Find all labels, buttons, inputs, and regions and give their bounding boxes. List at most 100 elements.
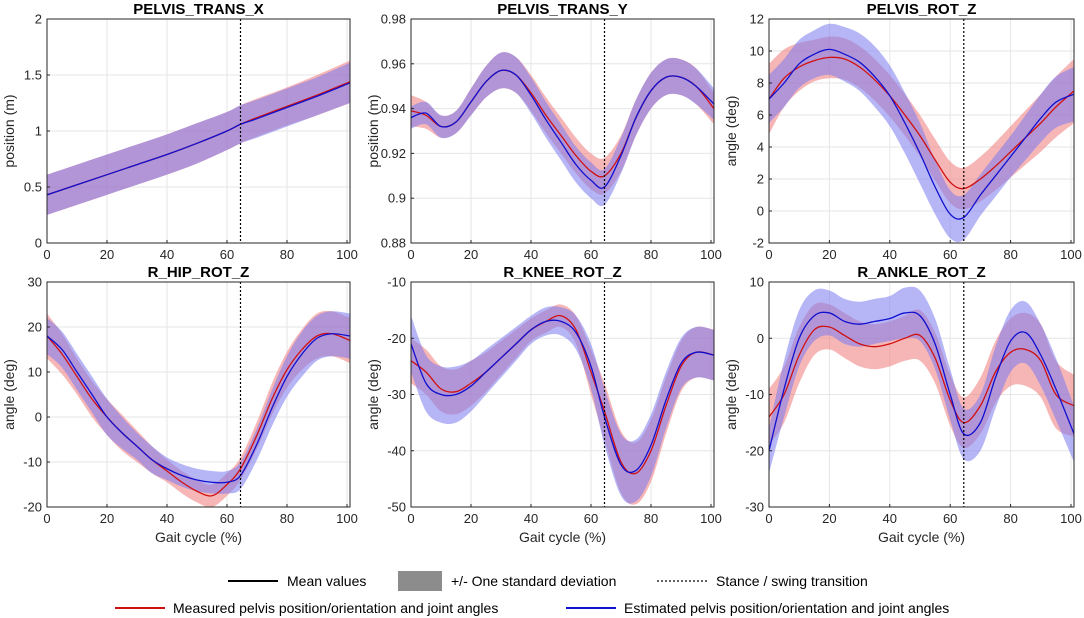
x-tick-label: 20 — [100, 247, 114, 262]
x-tick-label: 80 — [644, 511, 658, 526]
x-axis-label: Gait cycle (%) — [519, 529, 606, 545]
panel-title: R_ANKLE_ROT_Z — [857, 264, 985, 281]
y-tick-label: 0.5 — [24, 180, 42, 195]
axes-frame — [768, 18, 1075, 244]
x-tick-label: 80 — [644, 247, 658, 262]
x-axis-label: Gait cycle (%) — [878, 529, 965, 545]
estimated-mean-line — [411, 319, 714, 474]
y-axis-label: angle (deg) — [723, 359, 739, 430]
y-tick-label: -30 — [387, 387, 406, 402]
x-tick-label: 0 — [43, 247, 50, 262]
y-axis-label: angle (deg) — [723, 96, 739, 167]
plot-content — [769, 23, 1074, 243]
panel-pelvis-rot-z: 0 20 40 60 80 100-2024681012PELVIS_ROT_Zangle… — [723, 1, 1082, 262]
estimated-mean-line — [769, 311, 1074, 451]
legend-mean-label: Mean values — [287, 573, 366, 589]
x-tick-label: 100 — [700, 511, 722, 526]
x-tick-label: 60 — [220, 247, 234, 262]
y-axis-label: position (m) — [365, 94, 381, 167]
estimated-sd-band — [47, 311, 350, 494]
x-tick-label: 0 — [765, 511, 772, 526]
estimated-mean-line — [411, 69, 714, 189]
x-tick-label: 60 — [943, 247, 957, 262]
x-tick-label: 20 — [464, 247, 478, 262]
x-tick-label: 100 — [1060, 247, 1082, 262]
plot-content — [769, 286, 1074, 474]
x-tick-label: 60 — [584, 247, 598, 262]
x-tick-label: 80 — [1003, 511, 1017, 526]
y-tick-label: -20 — [387, 331, 406, 346]
x-tick-label: 0 — [765, 247, 772, 262]
y-tick-label: 0.92 — [381, 146, 406, 161]
y-tick-label: -20 — [23, 500, 42, 515]
legend: Mean values +/- One standard deviation S… — [115, 571, 949, 616]
x-tick-label: 100 — [336, 511, 358, 526]
panels: 0 20 40 60 80 10000.511.52PELVIS_TRANS_Xposit… — [1, 1, 1082, 545]
y-tick-label: 0 — [35, 410, 42, 425]
panel-title: PELVIS_TRANS_X — [133, 1, 264, 18]
estimated-mean-line — [769, 48, 1074, 220]
x-tick-label: 60 — [584, 511, 598, 526]
y-tick-label: 0 — [757, 331, 764, 346]
y-tick-label: -40 — [387, 443, 406, 458]
y-tick-label: -10 — [745, 387, 764, 402]
y-tick-label: -20 — [745, 443, 764, 458]
x-tick-label: 80 — [1003, 247, 1017, 262]
y-tick-label: 10 — [750, 275, 764, 290]
x-tick-label: 60 — [220, 511, 234, 526]
plot-content — [411, 304, 714, 505]
y-tick-label: -2 — [752, 236, 764, 251]
y-tick-label: 6 — [757, 108, 764, 123]
estimated-sd-band — [411, 306, 714, 504]
y-tick-label: 12 — [750, 12, 764, 27]
panel-r-ankle-rot-z: 0 20 40 60 80 100 -30 -20 -10 0 10 R_ANKLE_ROT_Zang… — [723, 264, 1082, 545]
legend-sd-swatch — [398, 571, 442, 591]
estimated-mean-line — [47, 333, 350, 484]
y-tick-label: -10 — [23, 455, 42, 470]
legend-sd-label: +/- One standard deviation — [451, 573, 616, 589]
panel-title: R_HIP_ROT_Z — [148, 264, 250, 281]
measured-mean-line — [769, 56, 1074, 190]
x-tick-label: 100 — [1060, 511, 1082, 526]
x-tick-label: 20 — [464, 511, 478, 526]
estimated-sd-band — [769, 23, 1074, 243]
y-tick-label: 0.94 — [381, 101, 406, 116]
measured-mean-line — [47, 332, 350, 497]
axes-frame — [46, 281, 351, 508]
y-tick-label: 0.98 — [381, 12, 406, 27]
y-tick-label: 0.88 — [381, 236, 406, 251]
panel-r-knee-rot-z: 0 20 40 60 80 100 -50 -40 -30 -20 -10 R_KNEE_ROT_Za… — [365, 264, 722, 545]
x-axis-label: Gait cycle (%) — [155, 529, 242, 545]
panel-title: R_KNEE_ROT_Z — [503, 264, 621, 281]
axes-frame — [410, 18, 715, 244]
y-tick-label: 10 — [28, 365, 42, 380]
x-tick-label: 40 — [524, 511, 538, 526]
y-tick-label: 10 — [750, 44, 764, 59]
legend-estimated-label: Estimated pelvis position/orientation an… — [624, 600, 949, 616]
x-tick-label: 40 — [160, 511, 174, 526]
plot-content — [47, 60, 350, 216]
legend-measured-label: Measured pelvis position/orientation and… — [173, 600, 498, 616]
y-tick-label: 1 — [35, 124, 42, 139]
y-tick-label: 2 — [35, 12, 42, 27]
y-axis-label: angle (deg) — [1, 359, 17, 430]
x-tick-label: 80 — [280, 247, 294, 262]
x-tick-label: 40 — [883, 511, 897, 526]
x-tick-label: 60 — [943, 511, 957, 526]
panel-r-hip-rot-z: 0 20 40 60 80 100 -20 -10 0 10 20 30 R_HIP_ROT_Zangl… — [1, 264, 358, 545]
y-tick-label: 0 — [35, 236, 42, 251]
y-tick-label: 8 — [757, 76, 764, 91]
plot-content — [47, 310, 350, 507]
y-tick-label: -30 — [745, 500, 764, 515]
y-tick-label: 0.9 — [388, 191, 406, 206]
estimated-sd-band — [411, 52, 714, 207]
x-tick-label: 0 — [407, 247, 414, 262]
y-tick-label: 20 — [28, 320, 42, 335]
y-tick-label: 0 — [757, 204, 764, 219]
x-tick-label: 0 — [43, 511, 50, 526]
y-tick-label: 4 — [757, 140, 764, 155]
y-tick-label: -50 — [387, 500, 406, 515]
y-axis-label: position (m) — [1, 94, 17, 167]
x-tick-label: 40 — [160, 247, 174, 262]
